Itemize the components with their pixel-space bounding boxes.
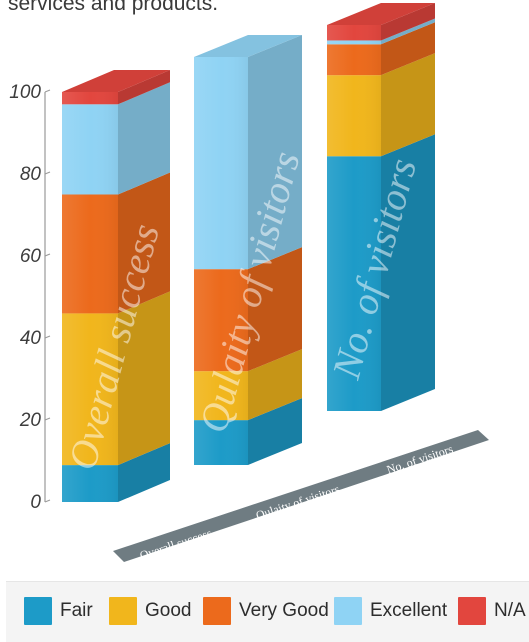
bar-segment-no-of-visitors-fair-highlight	[327, 156, 381, 411]
y-tick-label: 80	[20, 164, 42, 185]
y-tick-label: 100	[9, 82, 41, 103]
x-axis-ribbon	[113, 430, 489, 562]
legend-label-fair: Fair	[60, 600, 93, 621]
y-tick-label: 0	[30, 492, 41, 513]
bar-overall-success	[62, 70, 170, 502]
bar-segment-overall-success-fair-side	[118, 443, 170, 502]
bar-segment-no-of-visitors-very-good-highlight	[327, 44, 381, 76]
bar-segment-qulaity-of-visitors-excellent-side	[248, 35, 302, 270]
bar-segment-no-of-visitors-good-highlight	[327, 75, 381, 157]
y-tick-mark	[44, 335, 51, 339]
bar-segment-overall-success-good-highlight	[62, 313, 118, 466]
bar-segment-qulaity-of-visitors-fair-side	[248, 398, 302, 465]
y-tick-mark	[44, 499, 51, 503]
bar-top-qulaity-of-visitors	[194, 35, 302, 57]
legend-label-excellent: Excellent	[370, 600, 448, 621]
legend-swatch-na	[458, 597, 486, 625]
intro-text: services and products.	[8, 0, 219, 15]
bar-segment-no-of-visitors-n-a-side	[381, 3, 435, 41]
x-tick-label: No. of visitors	[385, 442, 455, 477]
legend-swatch-excellent	[334, 597, 362, 625]
legend-label-good: Good	[145, 600, 192, 621]
y-tick-label: 20	[19, 410, 42, 431]
legend-item-very-good: Very Good	[203, 597, 329, 625]
y-tick-mark	[44, 171, 51, 175]
bar-segment-no-of-visitors-excellent-highlight	[327, 40, 381, 45]
bar-segment-qulaity-of-visitors-good-side	[248, 349, 302, 421]
bar-segment-no-of-visitors-excellent-side	[381, 18, 435, 45]
bar-no-of-visitors	[327, 3, 435, 412]
y-tick-mark	[44, 253, 51, 257]
bar-segment-no-of-visitors-fair-side	[381, 134, 435, 412]
y-tick-label: 60	[20, 246, 42, 267]
bar-segment-qulaity-of-visitors-very-good-side	[248, 247, 302, 372]
legend-label-very-good: Very Good	[239, 600, 329, 621]
y-tick-label: 40	[20, 328, 42, 349]
bar-qulaity-of-visitors	[194, 35, 302, 465]
bar-segment-no-of-visitors-very-good-side	[381, 22, 435, 76]
bar-segment-no-of-visitors-n-a-highlight	[327, 25, 381, 41]
legend-swatch-good	[109, 597, 137, 625]
bar-segment-overall-success-n-a-side	[118, 70, 170, 105]
y-tick-mark	[44, 89, 51, 93]
chart-legend: Fair Good Very Good Excellent N/A	[6, 581, 529, 642]
bar-segment-overall-success-very-good-side	[118, 172, 170, 314]
bar-segment-no-of-visitors-good-side	[381, 53, 435, 157]
bar-segment-qulaity-of-visitors-very-good-highlight	[194, 269, 248, 372]
bar-segment-qulaity-of-visitors-fair-highlight	[194, 420, 248, 465]
bar-segment-overall-success-very-good-highlight	[62, 194, 118, 314]
y-tick-mark	[44, 417, 51, 421]
bar-segment-overall-success-good-side	[118, 291, 170, 466]
bar-top-no-of-visitors	[327, 3, 435, 25]
legend-item-na: N/A	[458, 597, 526, 625]
legend-swatch-very-good	[203, 597, 231, 625]
bar-segment-overall-success-excellent-side	[118, 82, 170, 195]
bar-segment-overall-success-excellent-highlight	[62, 104, 118, 195]
legend-item-good: Good	[109, 597, 191, 625]
bar-segment-qulaity-of-visitors-good-highlight	[194, 371, 248, 421]
legend-item-excellent: Excellent	[334, 597, 447, 625]
bar-segment-qulaity-of-visitors-excellent-highlight	[194, 57, 248, 270]
bar-segment-overall-success-n-a-highlight	[62, 92, 118, 105]
bar-segment-overall-success-fair-highlight	[62, 465, 118, 502]
bar-top-overall-success	[62, 70, 170, 92]
legend-swatch-fair	[24, 597, 52, 625]
legend-label-na: N/A	[494, 600, 526, 621]
legend-item-fair: Fair	[24, 597, 93, 625]
